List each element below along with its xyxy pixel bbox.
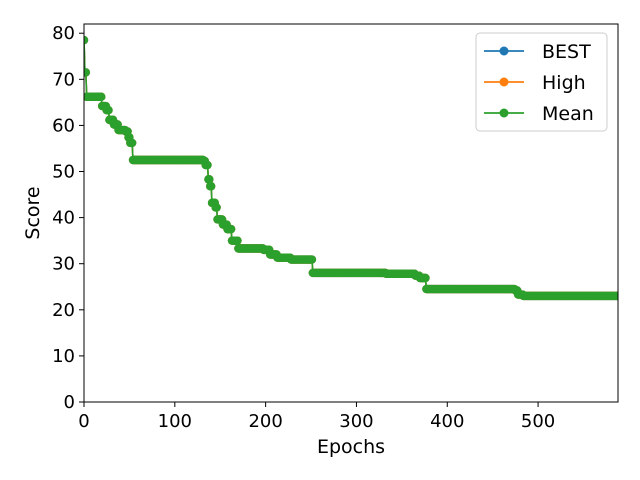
data-point	[212, 203, 221, 212]
legend-item-best: BEST	[484, 41, 591, 63]
data-point	[127, 138, 137, 148]
data-point	[206, 182, 216, 191]
legend-item-high: High	[484, 72, 586, 94]
legend-item-mean: Mean	[484, 103, 594, 125]
x-tick-label: 100	[158, 411, 192, 432]
y-tick-label: 70	[52, 69, 75, 90]
y-tick-label: 20	[52, 300, 75, 321]
data-point	[613, 291, 618, 301]
y-tick-label: 80	[52, 23, 75, 44]
x-tick-label: 200	[248, 411, 282, 432]
data-point	[307, 255, 317, 264]
data-point	[84, 35, 89, 45]
data-point	[233, 236, 242, 245]
data-point	[421, 273, 430, 283]
plot-frame	[83, 23, 619, 403]
legend-swatch-marker	[499, 77, 509, 87]
y-tick-label: 10	[52, 346, 75, 367]
legend: BEST High Mean	[475, 32, 608, 132]
y-tick-label: 60	[52, 115, 75, 136]
y-axis-label: Score	[22, 186, 44, 239]
axes: 0 100 200 300 400 500 0 10 20 30 40 50 60 70 80 Epochs S…	[22, 23, 619, 458]
plot-area	[84, 35, 618, 301]
series-mean	[84, 35, 618, 301]
legend-label: High	[542, 72, 586, 94]
y-tick-label: 40	[52, 208, 75, 229]
data-point	[226, 224, 236, 234]
y-tick-label: 30	[52, 254, 75, 275]
data-point	[205, 175, 214, 184]
y-tick-label: 50	[52, 162, 75, 183]
data-point	[97, 92, 106, 102]
legend-swatch-marker	[499, 108, 509, 118]
data-point	[84, 68, 91, 77]
legend-label: Mean	[542, 103, 594, 125]
legend-label: BEST	[542, 41, 591, 63]
x-axis-label: Epochs	[317, 436, 385, 458]
data-point	[104, 106, 113, 115]
data-point	[203, 160, 212, 170]
x-tick-label: 300	[339, 411, 373, 432]
y-tick-label: 0	[64, 392, 75, 413]
legend-box	[475, 32, 608, 132]
x-tick-label: 0	[78, 411, 89, 432]
x-tick-label: 500	[521, 411, 555, 432]
legend-swatch-marker	[499, 46, 509, 56]
x-tick-label: 400	[430, 411, 464, 432]
